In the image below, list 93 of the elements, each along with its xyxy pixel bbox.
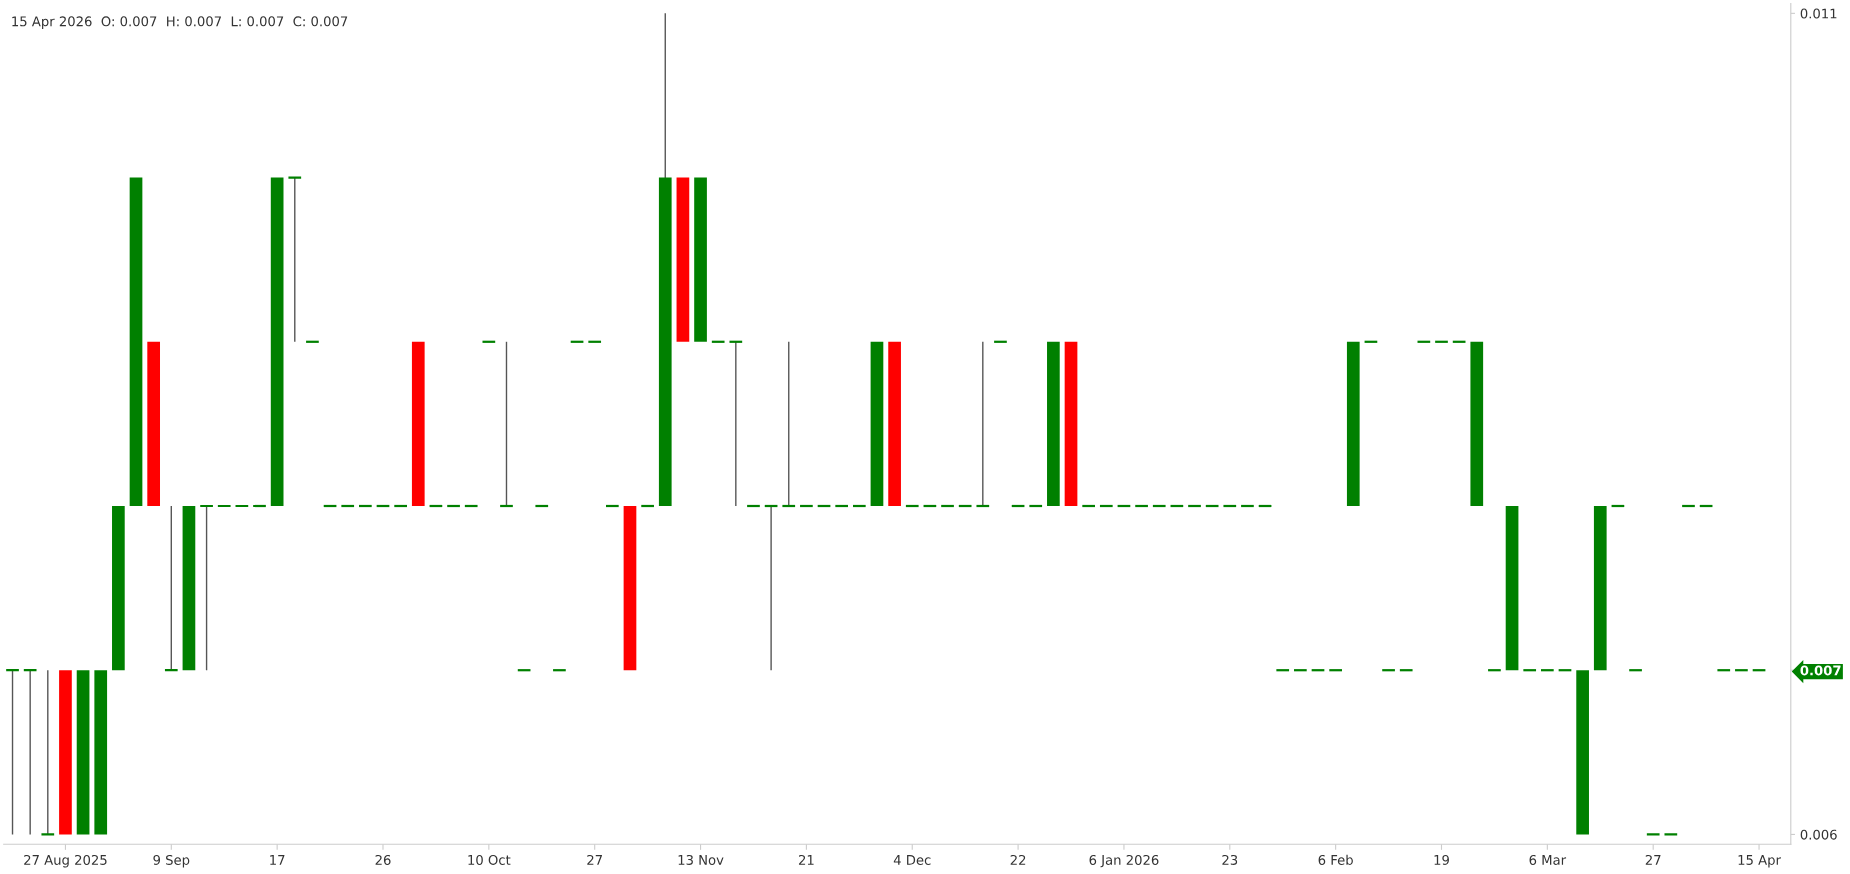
candlestick [1346, 341, 1360, 506]
candlestick [304, 340, 320, 343]
candlestick [728, 340, 744, 507]
candlestick [1716, 669, 1732, 672]
candlestick [129, 177, 143, 506]
candlestick [1593, 506, 1607, 671]
candlestick [199, 504, 215, 671]
candlestick [640, 504, 656, 508]
candlestick [992, 340, 1008, 343]
x-tick-label: 9 Sep [153, 854, 190, 868]
candlestick [163, 505, 179, 672]
chart-title: 15 Apr 2026 O: 0.007 H: 0.007 L: 0.007 C: 0.007 [12, 16, 348, 29]
candlestick [623, 506, 637, 671]
candlestick [1239, 504, 1255, 508]
y-tick-label: 0.006 [1800, 829, 1837, 840]
candlestick [340, 504, 356, 508]
y-tick-label: 0.007 [1800, 665, 1841, 676]
candlestick [411, 341, 425, 506]
candlestick [904, 504, 920, 508]
candlestick [1434, 340, 1449, 343]
candlestick [870, 341, 884, 506]
candlestick [481, 340, 497, 343]
candlestick [357, 504, 373, 508]
candlestick [851, 504, 867, 508]
x-tick-label: 27 Aug 2025 [24, 854, 107, 868]
candlestick [1539, 669, 1555, 672]
candlestick [1204, 504, 1220, 508]
candlestick [604, 504, 620, 508]
candlestick [1681, 504, 1696, 508]
candlestick [76, 670, 90, 835]
candlestick [1064, 341, 1078, 506]
candlestick [1098, 504, 1114, 508]
candlestick [1028, 504, 1044, 508]
candlestick [1275, 669, 1291, 672]
candlestick [22, 669, 38, 836]
x-tick-label: 27 [587, 854, 602, 865]
x-tick-label: 26 [375, 854, 391, 865]
candlestick [393, 504, 409, 508]
candlestick [551, 669, 567, 672]
candlestick [1486, 669, 1502, 672]
candlestick [5, 669, 20, 836]
candlestick [499, 341, 514, 508]
candlestick [1187, 504, 1202, 508]
candlestick [781, 341, 797, 508]
candlestick [1134, 504, 1150, 508]
candlestick [1663, 833, 1679, 836]
x-tick-label: 6 Jan 2026 [1089, 854, 1159, 868]
candlestick [1222, 504, 1238, 508]
candlestick [1328, 669, 1344, 672]
candlestick [834, 504, 850, 508]
candlestick [287, 176, 303, 343]
x-tick-label: 4 Dec [893, 855, 931, 865]
candlestick [710, 340, 726, 343]
candlestick [1733, 669, 1749, 672]
candlestick [147, 341, 161, 506]
candlestick [798, 504, 814, 508]
x-tick-label: 21 [798, 854, 814, 865]
candlestick [975, 341, 991, 508]
candlestick [270, 177, 284, 506]
y-tick-label: 0.011 [1800, 8, 1837, 19]
candlestick [1398, 669, 1414, 672]
candlestick [940, 504, 955, 508]
candlestick [1081, 504, 1097, 508]
candlestick [534, 504, 550, 508]
candlestick [94, 670, 108, 835]
candlestick [446, 504, 462, 508]
candlestick [182, 506, 196, 671]
x-tick-label: 22 [1010, 854, 1026, 865]
candlestick [1522, 669, 1538, 672]
candlestick [676, 177, 690, 342]
candlestick [1628, 669, 1644, 672]
candlestick [463, 504, 479, 508]
candlestick [1645, 833, 1661, 836]
x-tick-label: 17 [270, 855, 285, 865]
x-tick-label: 23 [1222, 854, 1238, 865]
candlestick [1151, 504, 1167, 508]
candlestick [1470, 341, 1484, 506]
x-tick-label: 15 Apr [1738, 855, 1781, 868]
x-tick-label: 13 Nov [678, 854, 724, 865]
candlestick [1505, 506, 1519, 671]
candlestick [252, 504, 267, 508]
x-tick-label: 19 [1434, 854, 1449, 865]
candlestick [587, 340, 603, 343]
candlestick [216, 504, 232, 508]
x-tick-label: 10 Oct [468, 854, 511, 865]
x-tick-label: 6 Feb [1318, 854, 1353, 865]
candlestick [40, 669, 56, 836]
x-tick-label: 27 [1645, 854, 1661, 865]
candlestick [746, 504, 761, 508]
candlestick [957, 504, 973, 508]
candlestick [1292, 669, 1308, 672]
x-tick-label: 6 Mar [1529, 854, 1567, 865]
candlestick [1381, 669, 1397, 672]
